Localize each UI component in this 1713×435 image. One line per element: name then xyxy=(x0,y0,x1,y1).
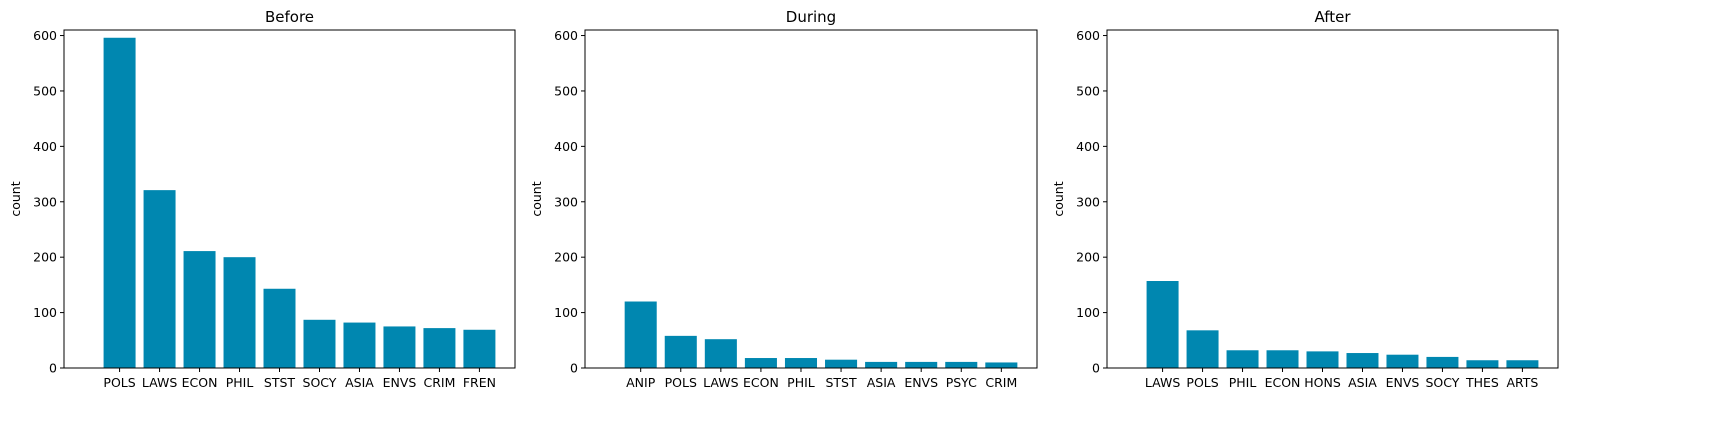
bar-fren xyxy=(463,329,496,368)
x-tick-label: SOCY xyxy=(1425,375,1459,390)
x-tick-label: ENVS xyxy=(904,375,938,390)
x-tick-label: POLS xyxy=(103,375,135,390)
y-tick-label: 600 xyxy=(554,28,578,43)
y-tick-label: 200 xyxy=(554,250,578,265)
bar-envs xyxy=(905,361,938,368)
x-tick-label: STST xyxy=(264,375,296,390)
x-tick-label: ECON xyxy=(1265,375,1301,390)
x-tick-label: LAWS xyxy=(1145,375,1180,390)
y-tick-label: 500 xyxy=(554,83,578,98)
bar-phil xyxy=(1226,350,1259,368)
x-tick-label: ECON xyxy=(743,375,779,390)
y-axis-label: count xyxy=(8,181,23,216)
bar-phil xyxy=(223,257,256,368)
bar-phil xyxy=(784,358,818,368)
x-tick-label: FREN xyxy=(463,375,496,390)
axes-frame xyxy=(1106,29,1559,369)
bar-asia xyxy=(865,361,898,368)
axes-frame xyxy=(584,29,1038,369)
bar-psyc xyxy=(945,361,978,368)
y-tick-label: 200 xyxy=(1076,250,1100,265)
x-tick-label: ECON xyxy=(182,375,218,390)
chart-title: Before xyxy=(265,8,314,26)
bar-laws xyxy=(704,339,737,368)
bar-econ xyxy=(183,251,216,368)
y-tick-label: 100 xyxy=(33,305,57,320)
chart-title: After xyxy=(1314,8,1351,26)
y-tick-label: 100 xyxy=(1076,305,1100,320)
x-tick-label: HONS xyxy=(1304,375,1341,390)
bar-socy xyxy=(1426,356,1459,368)
bar-crim xyxy=(985,362,1018,368)
y-tick-label: 100 xyxy=(554,305,578,320)
y-tick-label: 0 xyxy=(570,361,578,376)
y-tick-label: 0 xyxy=(49,361,57,376)
x-tick-label: ASIA xyxy=(1348,375,1377,390)
x-tick-label: CRIM xyxy=(985,375,1017,390)
x-tick-label: ENVS xyxy=(383,375,417,390)
bar-stst xyxy=(825,359,858,368)
x-tick-label: STST xyxy=(825,375,857,390)
bar-asia xyxy=(343,322,376,368)
x-tick-label: PHIL xyxy=(1229,375,1257,390)
y-tick-label: 300 xyxy=(33,194,57,209)
x-tick-label: ARTS xyxy=(1506,375,1538,390)
x-tick-label: POLS xyxy=(1186,375,1218,390)
chart-title: During xyxy=(786,8,836,26)
bar-laws xyxy=(143,190,176,368)
y-tick-label: 500 xyxy=(33,83,57,98)
y-tick-label: 600 xyxy=(33,28,57,43)
x-tick-label: PSYC xyxy=(946,375,977,390)
chart-panel-before: 0 100 200 300 400 500 600 POLS LAWS ECON PHIL STST S… xyxy=(8,8,516,390)
bar-econ xyxy=(744,358,777,368)
y-tick-label: 300 xyxy=(554,194,578,209)
chart-panel-during: 0 100 200 300 400 500 600 ANIP POLS LAWS ECON PHIL S… xyxy=(529,8,1038,390)
y-tick-label: 0 xyxy=(1092,361,1100,376)
axes-frame xyxy=(63,29,516,369)
y-tick-label: 600 xyxy=(1076,28,1100,43)
bar-arts xyxy=(1506,360,1539,368)
bar-pols xyxy=(103,37,136,368)
x-tick-label: ASIA xyxy=(345,375,374,390)
bar-econ xyxy=(1266,350,1299,368)
bar-pols xyxy=(1186,330,1219,368)
y-tick-label: 300 xyxy=(1076,194,1100,209)
x-tick-label: ANIP xyxy=(626,375,656,390)
bar-envs xyxy=(1386,354,1419,368)
x-tick-label: CRIM xyxy=(423,375,455,390)
x-tick-label: SOCY xyxy=(303,375,337,390)
y-tick-label: 400 xyxy=(1076,139,1100,154)
bar-asia xyxy=(1346,353,1379,368)
y-tick-label: 400 xyxy=(554,139,578,154)
y-tick-label: 200 xyxy=(33,250,57,265)
bar-crim xyxy=(423,328,456,368)
x-tick-label: ENVS xyxy=(1386,375,1420,390)
bar-laws xyxy=(1146,281,1179,368)
bar-socy xyxy=(303,319,336,368)
x-tick-label: PHIL xyxy=(787,375,815,390)
bar-anip xyxy=(624,301,657,368)
x-tick-label: ASIA xyxy=(867,375,896,390)
bar-pols xyxy=(664,335,697,368)
y-tick-label: 500 xyxy=(1076,83,1100,98)
chart-panel-after: 0 100 200 300 400 500 600 LAWS POLS PHIL ECON HONS A… xyxy=(1051,8,1559,390)
bar-thes xyxy=(1466,360,1499,368)
y-axis-label: count xyxy=(529,181,544,216)
x-tick-label: LAWS xyxy=(142,375,177,390)
bar-envs xyxy=(383,326,416,368)
x-tick-label: POLS xyxy=(665,375,697,390)
x-tick-label: LAWS xyxy=(703,375,738,390)
bar-hons xyxy=(1306,351,1339,368)
x-tick-label: THES xyxy=(1465,375,1499,390)
y-tick-label: 400 xyxy=(33,139,57,154)
bar-stst xyxy=(263,288,296,368)
y-axis-label: count xyxy=(1051,181,1066,216)
x-tick-label: PHIL xyxy=(226,375,254,390)
